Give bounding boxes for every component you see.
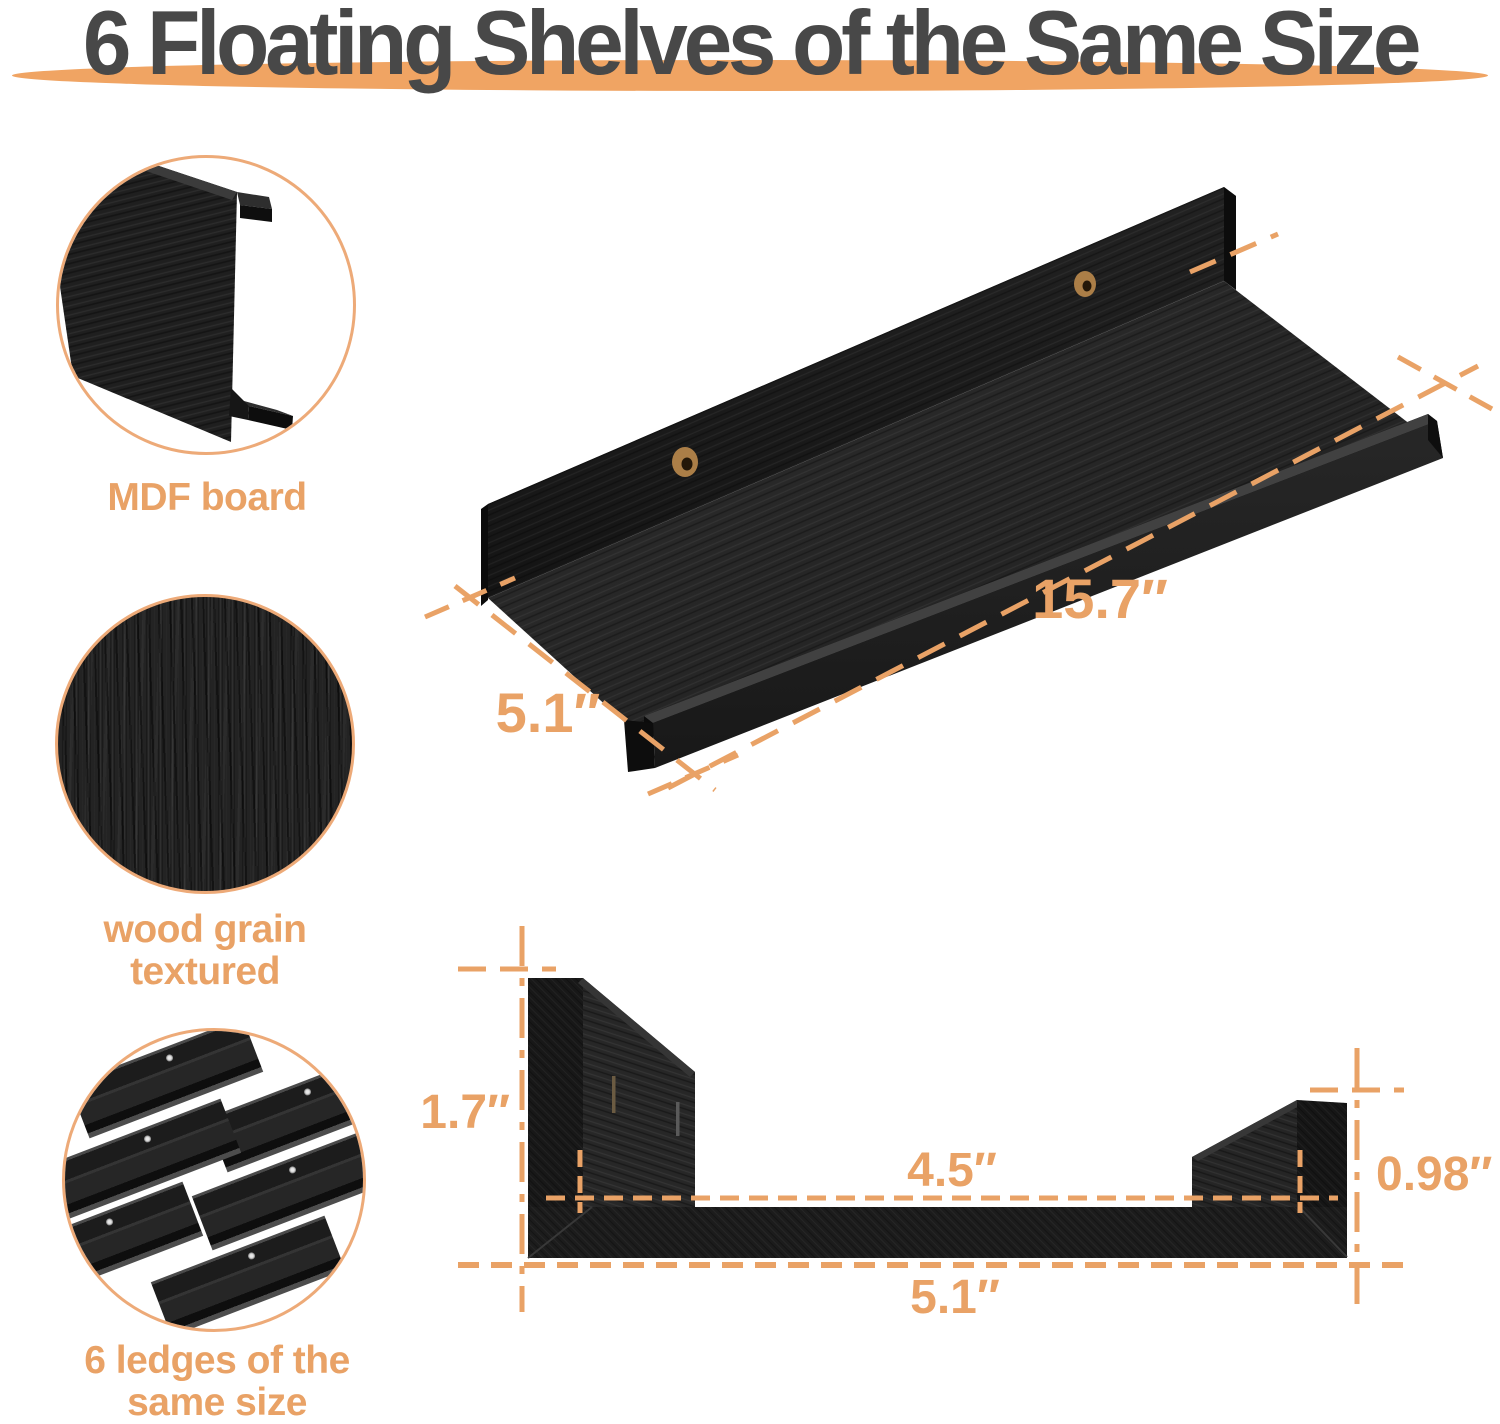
- lip-left-end-face: [624, 720, 655, 772]
- callout-label-mdf: MDF board: [107, 476, 307, 519]
- dim-label-total-depth: 5.1″: [910, 1271, 1000, 1324]
- mdf-face-grain: [59, 162, 237, 442]
- callout-label-wood-grain: wood grain textured: [103, 908, 308, 993]
- dim-label-lip-height: 0.98″: [1376, 1148, 1492, 1201]
- profile-base-texture: [528, 1207, 1347, 1258]
- callout-wood-grain-circle: [55, 594, 355, 894]
- dim-label-back-height: 1.7″: [420, 1086, 510, 1139]
- mdf-bottom-corner: [229, 388, 249, 420]
- panel-front-grain: [488, 187, 1224, 598]
- callout-label-ledges: 6 ledges of the same size: [84, 1339, 350, 1424]
- shelf-3d-view: 15.7″ 5.1″: [424, 187, 1494, 797]
- profile-wall-end-texture: [528, 978, 583, 1207]
- dimension-line-depth: [453, 584, 717, 792]
- mdf-top-flange: [237, 192, 272, 209]
- screw-hole-center: [1082, 280, 1092, 292]
- profile-base-right-bevel: [1298, 1206, 1348, 1258]
- lip-top-face: [644, 414, 1437, 723]
- profile-wall-top-edge: [578, 978, 695, 1077]
- profile-wall-inner-texture: [583, 978, 695, 1207]
- dimension-cross-bottom-left: [647, 752, 739, 797]
- panel-end-face: [1224, 187, 1236, 290]
- dimension-cross-top-left: [424, 575, 516, 620]
- dimension-cross-right: [1396, 354, 1494, 412]
- mdf-bottom-flange-edge: [248, 406, 293, 430]
- lip-end-face: [1428, 414, 1443, 458]
- panel-left-edge: [481, 504, 488, 606]
- screw-hole-center: [681, 457, 693, 471]
- profile-lip-end-texture: [1297, 1100, 1347, 1207]
- title-underline-ellipse: [12, 60, 1488, 91]
- dim-label-depth: 5.1″: [496, 681, 601, 744]
- page-title: 6 Floating Shelves of the Same Size: [82, 0, 1422, 94]
- mdf-top-flange-edge: [240, 205, 272, 222]
- profile-lip-inner-texture: [1192, 1100, 1297, 1207]
- keyhole-slot: [612, 1076, 616, 1113]
- profile-base-left-bevel: [527, 1206, 593, 1259]
- shelf-profile-diagram: 1.7″ 4.5″ 0.98″ 5.1″: [420, 926, 1492, 1324]
- dim-label-length: 15.7″: [1032, 567, 1168, 630]
- callout-mdf-circle: [56, 155, 356, 455]
- mdf-board-image: [59, 162, 293, 442]
- dimension-extension-line-top: [1189, 231, 1279, 275]
- profile-lip-top-edge: [1192, 1100, 1303, 1161]
- keyhole-slot: [676, 1102, 680, 1136]
- mdf-top-edge: [143, 162, 237, 200]
- dim-label-inner-depth: 4.5″: [907, 1144, 997, 1197]
- callout-ledges-circle: [62, 1028, 366, 1332]
- header: 6 Floating Shelves of the Same Size: [0, 0, 1500, 130]
- base-top-grain: [488, 281, 1428, 740]
- dimension-line-length: [666, 363, 1480, 791]
- lip-front-face: [653, 421, 1443, 768]
- mdf-bottom-flange: [233, 398, 293, 416]
